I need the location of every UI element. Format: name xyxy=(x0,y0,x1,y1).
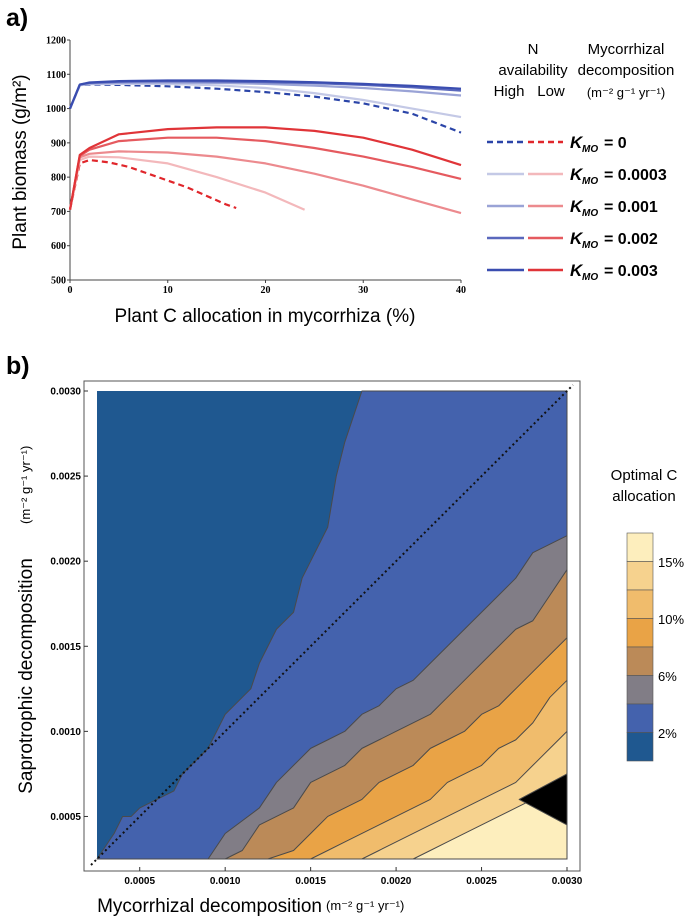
series-line xyxy=(68,150,462,215)
diagonal-line xyxy=(90,384,574,866)
panel-b-axes: 0.0005 0.0010 0.0015 0.0020 0.0025 0.0030 0.00… xyxy=(50,380,583,887)
panel-a-xtick-label: 20 xyxy=(261,285,271,296)
panel-a-ytick-label: 900 xyxy=(51,138,66,149)
panel-b-ytick-label: 0.0030 xyxy=(50,387,81,398)
legend-b-colorbar xyxy=(626,532,654,762)
panel-a-axes: 500 600 700 800 900 1000 1100 1200 0 10 20 30 40 xyxy=(46,36,466,297)
legend-k-symbol: K xyxy=(570,133,584,152)
panel-a-legend: N availability High Low Mycorrhizal deco… xyxy=(487,41,674,283)
panel-b-label: b) xyxy=(6,352,30,380)
colorbar-swatch xyxy=(626,618,654,648)
legend-k-symbol: K xyxy=(570,197,584,216)
legend-n-low: Low xyxy=(537,83,565,100)
panel-a-ytick-label: 800 xyxy=(51,173,66,184)
legend-n-high: High xyxy=(494,83,525,100)
colorbar-swatch xyxy=(626,675,654,705)
legend-k-symbol: K xyxy=(570,229,584,248)
legend-b-label-10: 10% xyxy=(658,612,684,627)
legend-b-label-15: 15% xyxy=(658,555,684,570)
panel-a-series xyxy=(68,79,462,215)
legend-k-subscript: MO xyxy=(582,240,598,251)
colorbar-swatch xyxy=(626,589,654,619)
panel-a-ylabel: Plant biomass (g/m²) xyxy=(10,74,31,249)
panel-b-xunits: (m⁻² g⁻¹ yr⁻¹) xyxy=(326,898,404,913)
panel-a-xlabel: Plant C allocation in mycorrhiza (%) xyxy=(115,306,416,327)
panel-a-xtick-label: 40 xyxy=(456,285,466,296)
panel-b-xtick-label: 0.0030 xyxy=(552,876,583,887)
panel-b-xtick-label: 0.0025 xyxy=(466,876,497,887)
panel-a-xtick-label: 0 xyxy=(68,285,73,296)
legend-m-header-line2: decomposition xyxy=(578,62,675,79)
legend-b-label-6: 6% xyxy=(658,669,677,684)
panel-b-contour xyxy=(90,384,574,866)
series-line xyxy=(68,155,306,211)
colorbar-swatch xyxy=(626,732,654,762)
colorbar-swatch xyxy=(626,703,654,733)
band-level-8 xyxy=(518,773,568,826)
panel-b-xtick-label: 0.0010 xyxy=(210,876,241,887)
panel-a-ytick-label: 1000 xyxy=(46,104,66,115)
legend-n-header-line1: N xyxy=(528,41,539,58)
series-line xyxy=(68,82,462,119)
panel-a-ytick-label: 600 xyxy=(51,241,66,252)
colorbar-swatch xyxy=(626,646,654,676)
colorbar-swatch xyxy=(626,561,654,591)
legend-entry-value: = 0.003 xyxy=(604,263,658,280)
legend-k-symbol: K xyxy=(570,261,584,280)
panel-b-xtick-label: 0.0020 xyxy=(381,876,412,887)
panel-b-xlabel: Mycorrhizal decomposition xyxy=(97,896,322,917)
series-line xyxy=(68,158,237,210)
panel-b-ytick-label: 0.0010 xyxy=(50,727,81,738)
legend-m-units: (m⁻² g⁻¹ yr⁻¹) xyxy=(587,85,665,100)
legend-entry-value: = 0.0003 xyxy=(604,167,667,184)
legend-k-subscript: MO xyxy=(582,176,598,187)
panel-b-yunits: (m⁻² g⁻¹ yr⁻¹) xyxy=(18,446,33,524)
legend-k-symbol: K xyxy=(570,165,584,184)
panel-b-ytick-label: 0.0025 xyxy=(50,472,81,483)
panel-b-frame xyxy=(83,380,581,872)
panel-b-ytick-label: 0.0020 xyxy=(50,557,81,568)
panel-a-label: a) xyxy=(6,4,28,32)
legend-b-label-2: 2% xyxy=(658,726,677,741)
panel-b-ytick-label: 0.0005 xyxy=(50,812,81,823)
legend-b-title-line1: Optimal C xyxy=(611,467,678,484)
panel-b-ytick-label: 0.0015 xyxy=(50,642,81,653)
legend-k-subscript: MO xyxy=(582,208,598,219)
series-line xyxy=(68,136,462,210)
panel-b-legend: Optimal C allocation 15% 10% 6% 2% xyxy=(611,467,684,762)
legend-k-subscript: MO xyxy=(582,144,598,155)
panel-a-ytick-label: 500 xyxy=(51,276,66,287)
legend-entry-value: = 0.001 xyxy=(604,199,658,216)
legend-entry-value: = 0 xyxy=(604,135,627,152)
panel-a-xtick-label: 30 xyxy=(358,285,368,296)
legend-entry-value: = 0.002 xyxy=(604,231,658,248)
legend-n-header-line2: availability xyxy=(498,62,568,79)
panel-b-ylabel: Saprotrophic decomposition xyxy=(16,558,37,794)
legend-b-title-line2: allocation xyxy=(612,488,675,505)
panel-b-xtick-label: 0.0005 xyxy=(124,876,155,887)
series-line xyxy=(68,126,462,210)
panel-b-xtick-label: 0.0015 xyxy=(295,876,326,887)
series-line xyxy=(68,79,462,110)
colorbar-swatch xyxy=(626,532,654,562)
legend-m-header-line1: Mycorrhizal xyxy=(588,41,665,58)
panel-a-ytick-label: 1100 xyxy=(47,70,66,81)
panel-a-ytick-label: 1200 xyxy=(46,36,66,47)
legend-k-subscript: MO xyxy=(582,272,598,283)
panel-a-ytick-label: 700 xyxy=(51,207,66,218)
panel-a-xtick-label: 10 xyxy=(163,285,173,296)
